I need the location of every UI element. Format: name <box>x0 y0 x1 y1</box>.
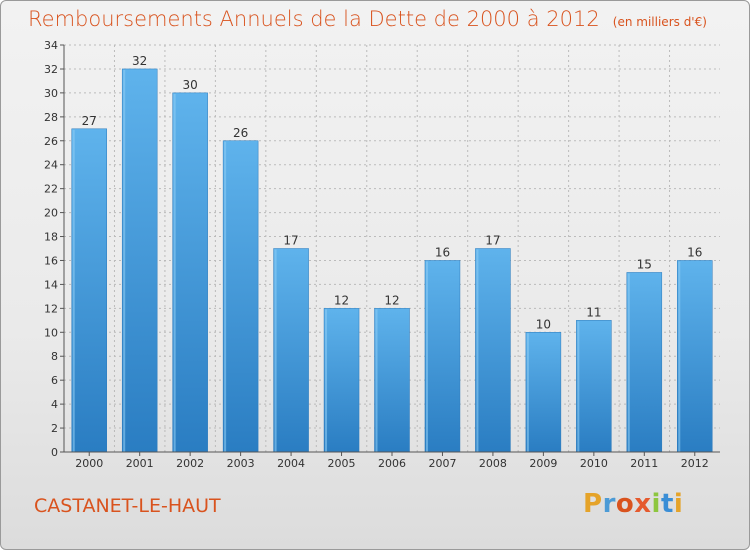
logo-letter: r <box>602 489 616 519</box>
y-tick-label: 22 <box>44 183 58 196</box>
logo-letter: P <box>583 489 603 519</box>
bar-highlight <box>72 129 75 452</box>
bar-value-label: 10 <box>536 317 551 331</box>
x-tick-label: 2012 <box>681 457 709 470</box>
bar-value-label: 12 <box>384 293 399 307</box>
bar <box>374 308 410 453</box>
y-tick-label: 32 <box>44 63 58 76</box>
bar-highlight <box>627 273 630 452</box>
bar-value-label: 16 <box>435 245 450 259</box>
bar-value-label: 12 <box>334 293 349 307</box>
bar-highlight <box>375 309 378 452</box>
x-tick-label: 2007 <box>428 457 456 470</box>
y-tick-label: 14 <box>44 278 58 291</box>
commune-name: CASTANET-LE-HAUT <box>34 495 221 517</box>
y-tick-label: 10 <box>44 326 58 339</box>
bar <box>273 248 309 453</box>
y-tick-label: 6 <box>51 374 58 387</box>
x-tick-label: 2003 <box>227 457 255 470</box>
x-tick-label: 2005 <box>328 457 356 470</box>
logo-letter: i <box>673 489 684 519</box>
bar-highlight <box>123 69 126 453</box>
x-tick-label: 2006 <box>378 457 406 470</box>
bar <box>172 92 208 453</box>
logo-letter: o <box>615 489 635 519</box>
bar <box>323 308 360 453</box>
bar <box>222 140 259 453</box>
bar-value-label: 27 <box>82 114 97 128</box>
logo-letter: t <box>660 489 674 519</box>
bar-highlight <box>325 309 328 452</box>
bar-highlight <box>224 141 227 452</box>
y-tick-label: 28 <box>44 111 58 124</box>
bar-highlight <box>526 333 529 452</box>
y-tick-label: 20 <box>44 207 58 220</box>
y-tick-label: 24 <box>44 159 58 172</box>
x-tick-label: 2008 <box>479 457 507 470</box>
x-tick-label: 2002 <box>176 457 204 470</box>
bar <box>475 248 511 453</box>
bar-value-label: 15 <box>637 257 652 271</box>
bar-value-label: 17 <box>485 234 500 248</box>
bar-highlight <box>577 321 580 452</box>
bar <box>677 260 713 453</box>
y-tick-label: 26 <box>44 135 58 148</box>
bar-value-label: 11 <box>586 305 601 319</box>
y-tick-label: 4 <box>51 398 58 411</box>
logo-letter: x <box>634 489 652 519</box>
bar <box>71 128 107 453</box>
bar-highlight <box>678 261 681 452</box>
y-tick-label: 34 <box>44 39 58 52</box>
x-tick-label: 2009 <box>529 457 557 470</box>
x-tick-label: 2004 <box>277 457 305 470</box>
chart-title: Remboursements Annuels de la Dette de 20… <box>28 7 600 31</box>
bar <box>121 68 158 453</box>
proxiti-logo: Proxiti <box>583 489 683 519</box>
bar-value-label: 30 <box>183 78 198 92</box>
bar-value-label: 17 <box>283 234 298 248</box>
bar-value-label: 16 <box>687 245 702 259</box>
chart-title-block: Remboursements Annuels de la Dette de 20… <box>28 7 707 31</box>
bar-highlight <box>274 249 277 452</box>
bar-value-label: 26 <box>233 126 248 140</box>
bar-value-label: 32 <box>132 54 147 68</box>
y-tick-label: 2 <box>51 422 58 435</box>
bar <box>424 260 461 453</box>
y-tick-label: 16 <box>44 254 58 267</box>
x-tick-label: 2011 <box>630 457 658 470</box>
x-tick-label: 2000 <box>75 457 103 470</box>
bar <box>626 272 663 453</box>
bar <box>576 320 612 453</box>
labels: 0246810121416182022242628303234272000322… <box>44 39 709 470</box>
logo-letter: i <box>651 489 661 519</box>
y-tick-label: 18 <box>44 231 58 244</box>
y-tick-label: 0 <box>51 446 58 459</box>
axes <box>60 44 720 456</box>
y-tick-label: 12 <box>44 302 58 315</box>
bar <box>525 332 562 453</box>
bar-highlight <box>173 93 176 452</box>
bar-highlight <box>425 261 428 452</box>
y-tick-label: 8 <box>51 350 58 363</box>
bars <box>71 68 713 453</box>
x-tick-label: 2010 <box>580 457 608 470</box>
x-tick-label: 2001 <box>126 457 154 470</box>
y-tick-label: 30 <box>44 87 58 100</box>
bar-highlight <box>476 249 479 452</box>
chart-subtitle: (en milliers d'€) <box>612 15 707 29</box>
